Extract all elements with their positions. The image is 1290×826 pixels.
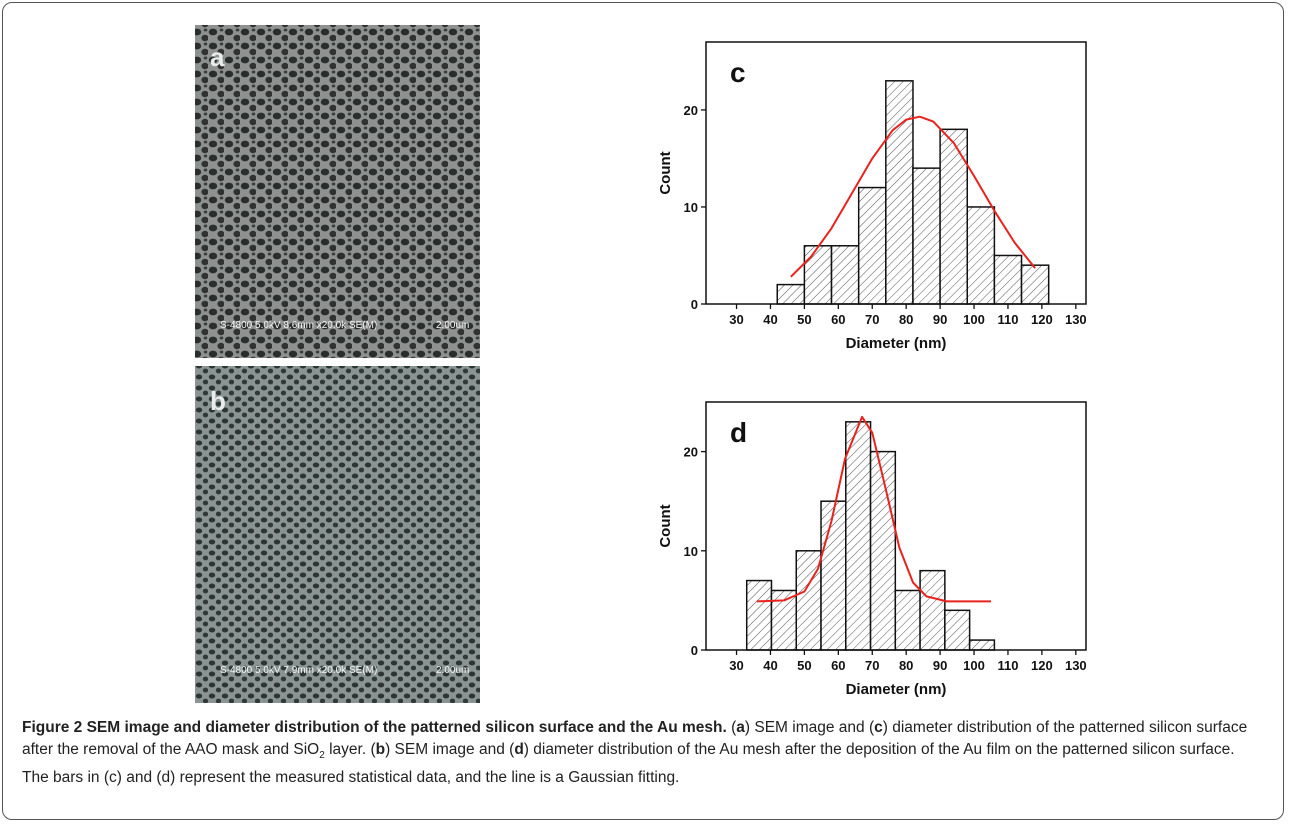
panel-label: c <box>730 57 746 88</box>
x-tick-label: 90 <box>933 658 947 673</box>
caption-ref: b <box>375 741 386 758</box>
bar <box>845 421 872 651</box>
panel-label: d <box>730 417 747 448</box>
bar <box>803 245 833 305</box>
sem-surface <box>195 25 480 358</box>
x-tick-label: 60 <box>831 312 845 327</box>
caption: Figure 2 SEM image and diameter distribu… <box>22 717 1262 789</box>
x-tick-label: 40 <box>763 658 777 673</box>
bar <box>885 80 914 305</box>
x-tick-label: 70 <box>865 312 879 327</box>
caption-ref: a <box>736 719 745 736</box>
sem-scale: 2.00um <box>436 320 469 331</box>
y-tick-label: 10 <box>684 200 698 215</box>
x-tick-label: 130 <box>1065 312 1087 327</box>
bar <box>939 128 968 305</box>
x-tick-label: 80 <box>899 312 913 327</box>
bar <box>820 500 847 651</box>
gaussian-fit <box>756 415 991 603</box>
x-tick-label: 30 <box>729 312 743 327</box>
panel-label: b <box>210 386 226 416</box>
sem-image-b: b S-4800 5.0kV 7.9mm x20.0k SE(M) 2.00um <box>195 366 480 703</box>
sem-scale: 2.00um <box>436 665 469 676</box>
caption-text: ) diameter distribution of the patterned… <box>22 719 1248 758</box>
y-axis-label: Count <box>657 504 674 547</box>
sem-info: S-4800 5.0kV 8.6mm x20.0k SE(M) <box>220 320 377 331</box>
bar <box>912 167 941 305</box>
gaussian-fit <box>790 115 1036 278</box>
y-tick-label: 20 <box>684 445 698 460</box>
caption-ref: d <box>514 741 524 758</box>
x-tick-label: 40 <box>763 312 777 327</box>
x-tick-label: 90 <box>933 312 947 327</box>
y-tick-label: 10 <box>684 544 698 559</box>
caption-text: ) diameter distribution of the Au mesh a… <box>22 741 1235 787</box>
x-tick-label: 70 <box>865 658 879 673</box>
bar <box>857 186 887 305</box>
caption-title: Figure 2 SEM image and diameter distribu… <box>22 719 727 736</box>
sem-image-a: a S-4800 5.0kV 8.6mm x20.0k SE(M) 2.00um <box>195 25 480 358</box>
x-tick-label: 100 <box>963 312 985 327</box>
x-tick-label: 50 <box>797 658 811 673</box>
y-axis-label: Count <box>657 151 674 194</box>
x-tick-label: 80 <box>899 658 913 673</box>
bar <box>776 283 806 305</box>
y-tick-label: 0 <box>691 643 698 658</box>
histogram-chart: 30 40 50 60 70 80 90 100 110 120 130 0 10 20 Diameter … <box>657 401 1087 698</box>
x-tick-label: 110 <box>997 312 1018 327</box>
sem-surface <box>195 366 480 703</box>
caption-text: ( <box>731 719 737 736</box>
plot-frame <box>705 41 1087 305</box>
bar <box>919 569 946 651</box>
x-tick-label: 130 <box>1065 658 1087 673</box>
plot-frame <box>705 401 1087 651</box>
panel-label: a <box>210 42 225 72</box>
bar <box>966 206 996 305</box>
x-tick-label: 100 <box>963 658 985 673</box>
x-tick-label: 120 <box>1031 312 1053 327</box>
bar <box>894 589 921 651</box>
x-tick-label: 60 <box>831 658 845 673</box>
x-tick-label: 50 <box>797 312 811 327</box>
caption-text: ) SEM image and ( <box>744 719 875 736</box>
x-tick-label: 110 <box>997 658 1018 673</box>
x-tick-label: 120 <box>1031 658 1053 673</box>
y-tick-label: 20 <box>684 103 698 118</box>
x-axis-label: Diameter (nm) <box>846 335 947 352</box>
bar <box>1020 264 1050 305</box>
bar <box>968 639 996 651</box>
bar <box>993 254 1023 305</box>
figure: a S-4800 5.0kV 8.6mm x20.0k SE(M) 2.00um… <box>195 25 1087 703</box>
sem-info: S-4800 5.0kV 7.9mm x20.0k SE(M) <box>220 665 377 676</box>
caption-text: ) SEM image and ( <box>385 741 515 758</box>
y-tick-label: 0 <box>691 297 698 312</box>
x-tick-label: 30 <box>729 658 743 673</box>
bar <box>830 245 860 305</box>
bar <box>944 609 971 651</box>
bar <box>795 550 822 651</box>
caption-subscript: 2 <box>319 750 325 762</box>
histogram-chart: 30 40 50 60 70 80 90 100 110 120 130 0 10 20 Diameter … <box>657 41 1087 352</box>
x-axis-label: Diameter (nm) <box>846 681 947 698</box>
caption-ref: c <box>874 719 883 736</box>
caption-text: layer. ( <box>324 741 376 758</box>
bar <box>745 579 773 651</box>
